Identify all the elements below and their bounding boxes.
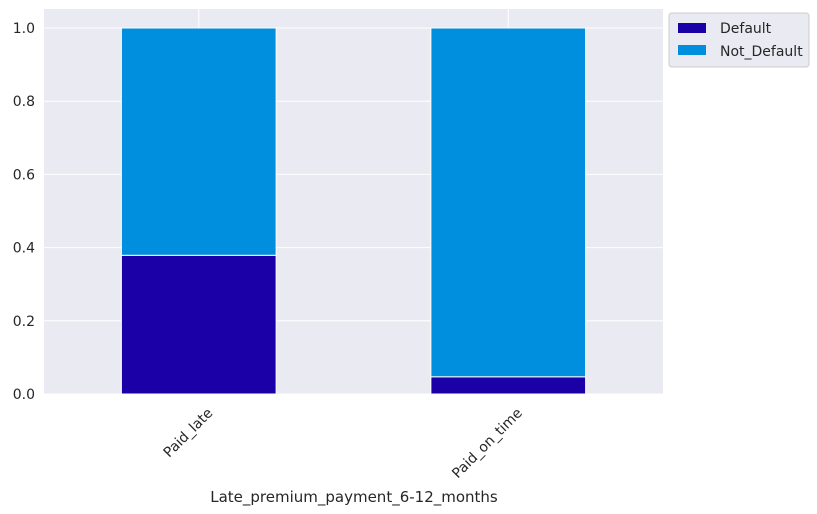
legend-label-default: Default [720, 21, 772, 37]
bar-default-paid-late [120, 254, 277, 395]
y-tick-label: 0.6 [13, 167, 35, 183]
bar-not-default-paid-late [120, 27, 277, 256]
y-axis-ticks: 0.0 0.2 0.4 0.6 0.8 1.0 [13, 21, 35, 403]
legend-swatch-not-default [678, 45, 706, 55]
bars [120, 27, 587, 395]
legend-swatch-default [678, 23, 706, 33]
bar-not-default-paid-on-time [430, 27, 587, 378]
x-tick-label: Paid_late [161, 405, 217, 461]
x-axis-label: Late_premium_payment_6-12_months [210, 488, 498, 507]
x-axis-ticks: Paid_late Paid_on_time [161, 405, 526, 482]
x-tick-label: Paid_on_time [449, 405, 526, 482]
bar-default-paid-on-time [430, 376, 587, 395]
legend-label-not-default: Not_Default [720, 44, 803, 60]
y-tick-label: 1.0 [13, 21, 35, 37]
y-tick-label: 0.8 [13, 94, 35, 110]
legend: Default Not_Default [668, 12, 810, 68]
y-tick-label: 0.0 [13, 387, 35, 403]
y-tick-label: 0.4 [13, 241, 35, 257]
y-tick-label: 0.2 [13, 314, 35, 330]
